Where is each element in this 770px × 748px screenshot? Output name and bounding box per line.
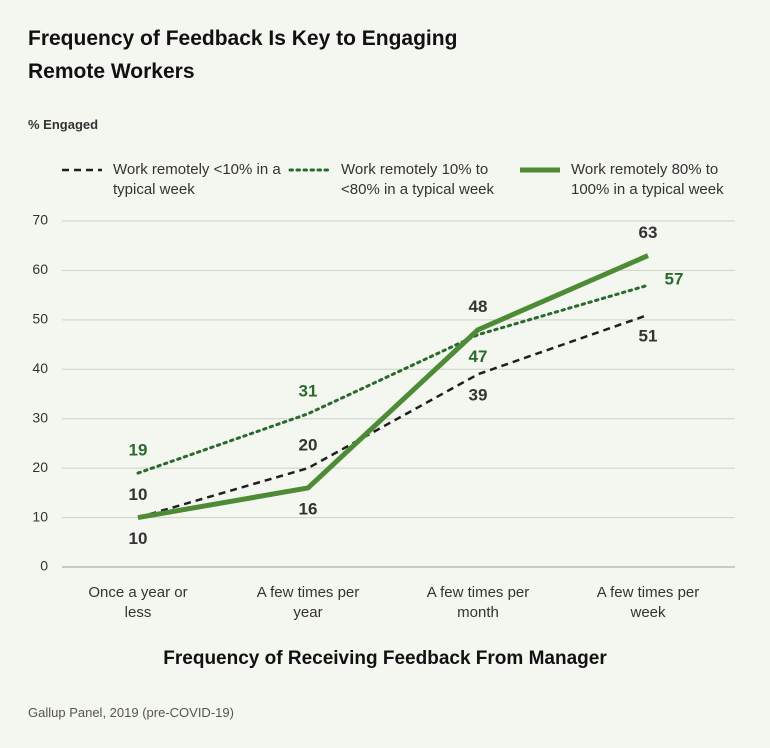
data-label: 20 <box>299 436 318 455</box>
data-label: 63 <box>639 223 658 242</box>
x-tick-label: A few times per month <box>426 584 530 621</box>
x-axis-label: Frequency of Receiving Feedback From Man… <box>163 648 607 669</box>
legend-label: Work remotely <10% in a typical week <box>113 161 281 198</box>
y-tick-label: 30 <box>32 409 48 425</box>
data-label: 39 <box>469 386 488 405</box>
series-line <box>137 253 649 521</box>
data-label: 51 <box>639 326 658 345</box>
y-tick-label: 60 <box>32 261 48 277</box>
legend-label: Work remotely 80% to 100% in a typical w… <box>571 161 724 198</box>
y-tick-label: 0 <box>40 558 48 574</box>
x-tick-label: A few times per year <box>256 584 360 621</box>
data-label: 10 <box>129 529 148 548</box>
y-axis-label: % Engaged <box>28 117 99 132</box>
source: Gallup Panel, 2019 (pre-COVID-19) <box>28 705 234 720</box>
x-tick-label: A few times per week <box>596 584 700 621</box>
data-label: 16 <box>299 499 318 518</box>
data-label: 47 <box>469 347 488 366</box>
y-tick-label: 70 <box>32 212 48 228</box>
y-tick-label: 20 <box>32 459 48 475</box>
data-label: 10 <box>129 485 148 504</box>
data-label: 57 <box>665 270 684 289</box>
series-line <box>136 283 650 475</box>
y-tick-label: 40 <box>32 360 48 376</box>
data-label: 19 <box>129 441 148 460</box>
x-tick-label: Once a year or less <box>88 584 188 621</box>
chart-title: Frequency of Feedback Is Key to Engaging… <box>28 27 458 83</box>
data-label: 31 <box>299 381 318 400</box>
series-line <box>137 313 649 519</box>
data-label: 48 <box>469 297 488 316</box>
y-tick-label: 50 <box>32 311 48 327</box>
y-tick-label: 10 <box>32 508 48 524</box>
legend-label: Work remotely 10% to <80% in a typical w… <box>341 161 495 198</box>
